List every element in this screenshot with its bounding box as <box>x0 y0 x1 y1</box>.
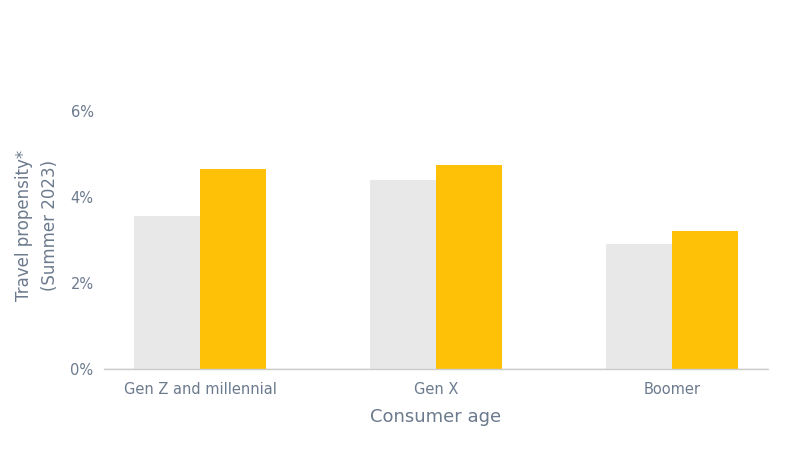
Bar <box>370 180 436 369</box>
Bar <box>134 216 200 369</box>
Bar <box>606 244 672 369</box>
Legend: Married, Single: Married, Single <box>368 0 570 6</box>
Bar <box>200 169 266 369</box>
Bar <box>672 231 738 369</box>
Y-axis label: Travel propensity*
(Summer 2023): Travel propensity* (Summer 2023) <box>15 149 59 301</box>
Bar <box>436 165 502 369</box>
X-axis label: Consumer age: Consumer age <box>370 408 502 426</box>
